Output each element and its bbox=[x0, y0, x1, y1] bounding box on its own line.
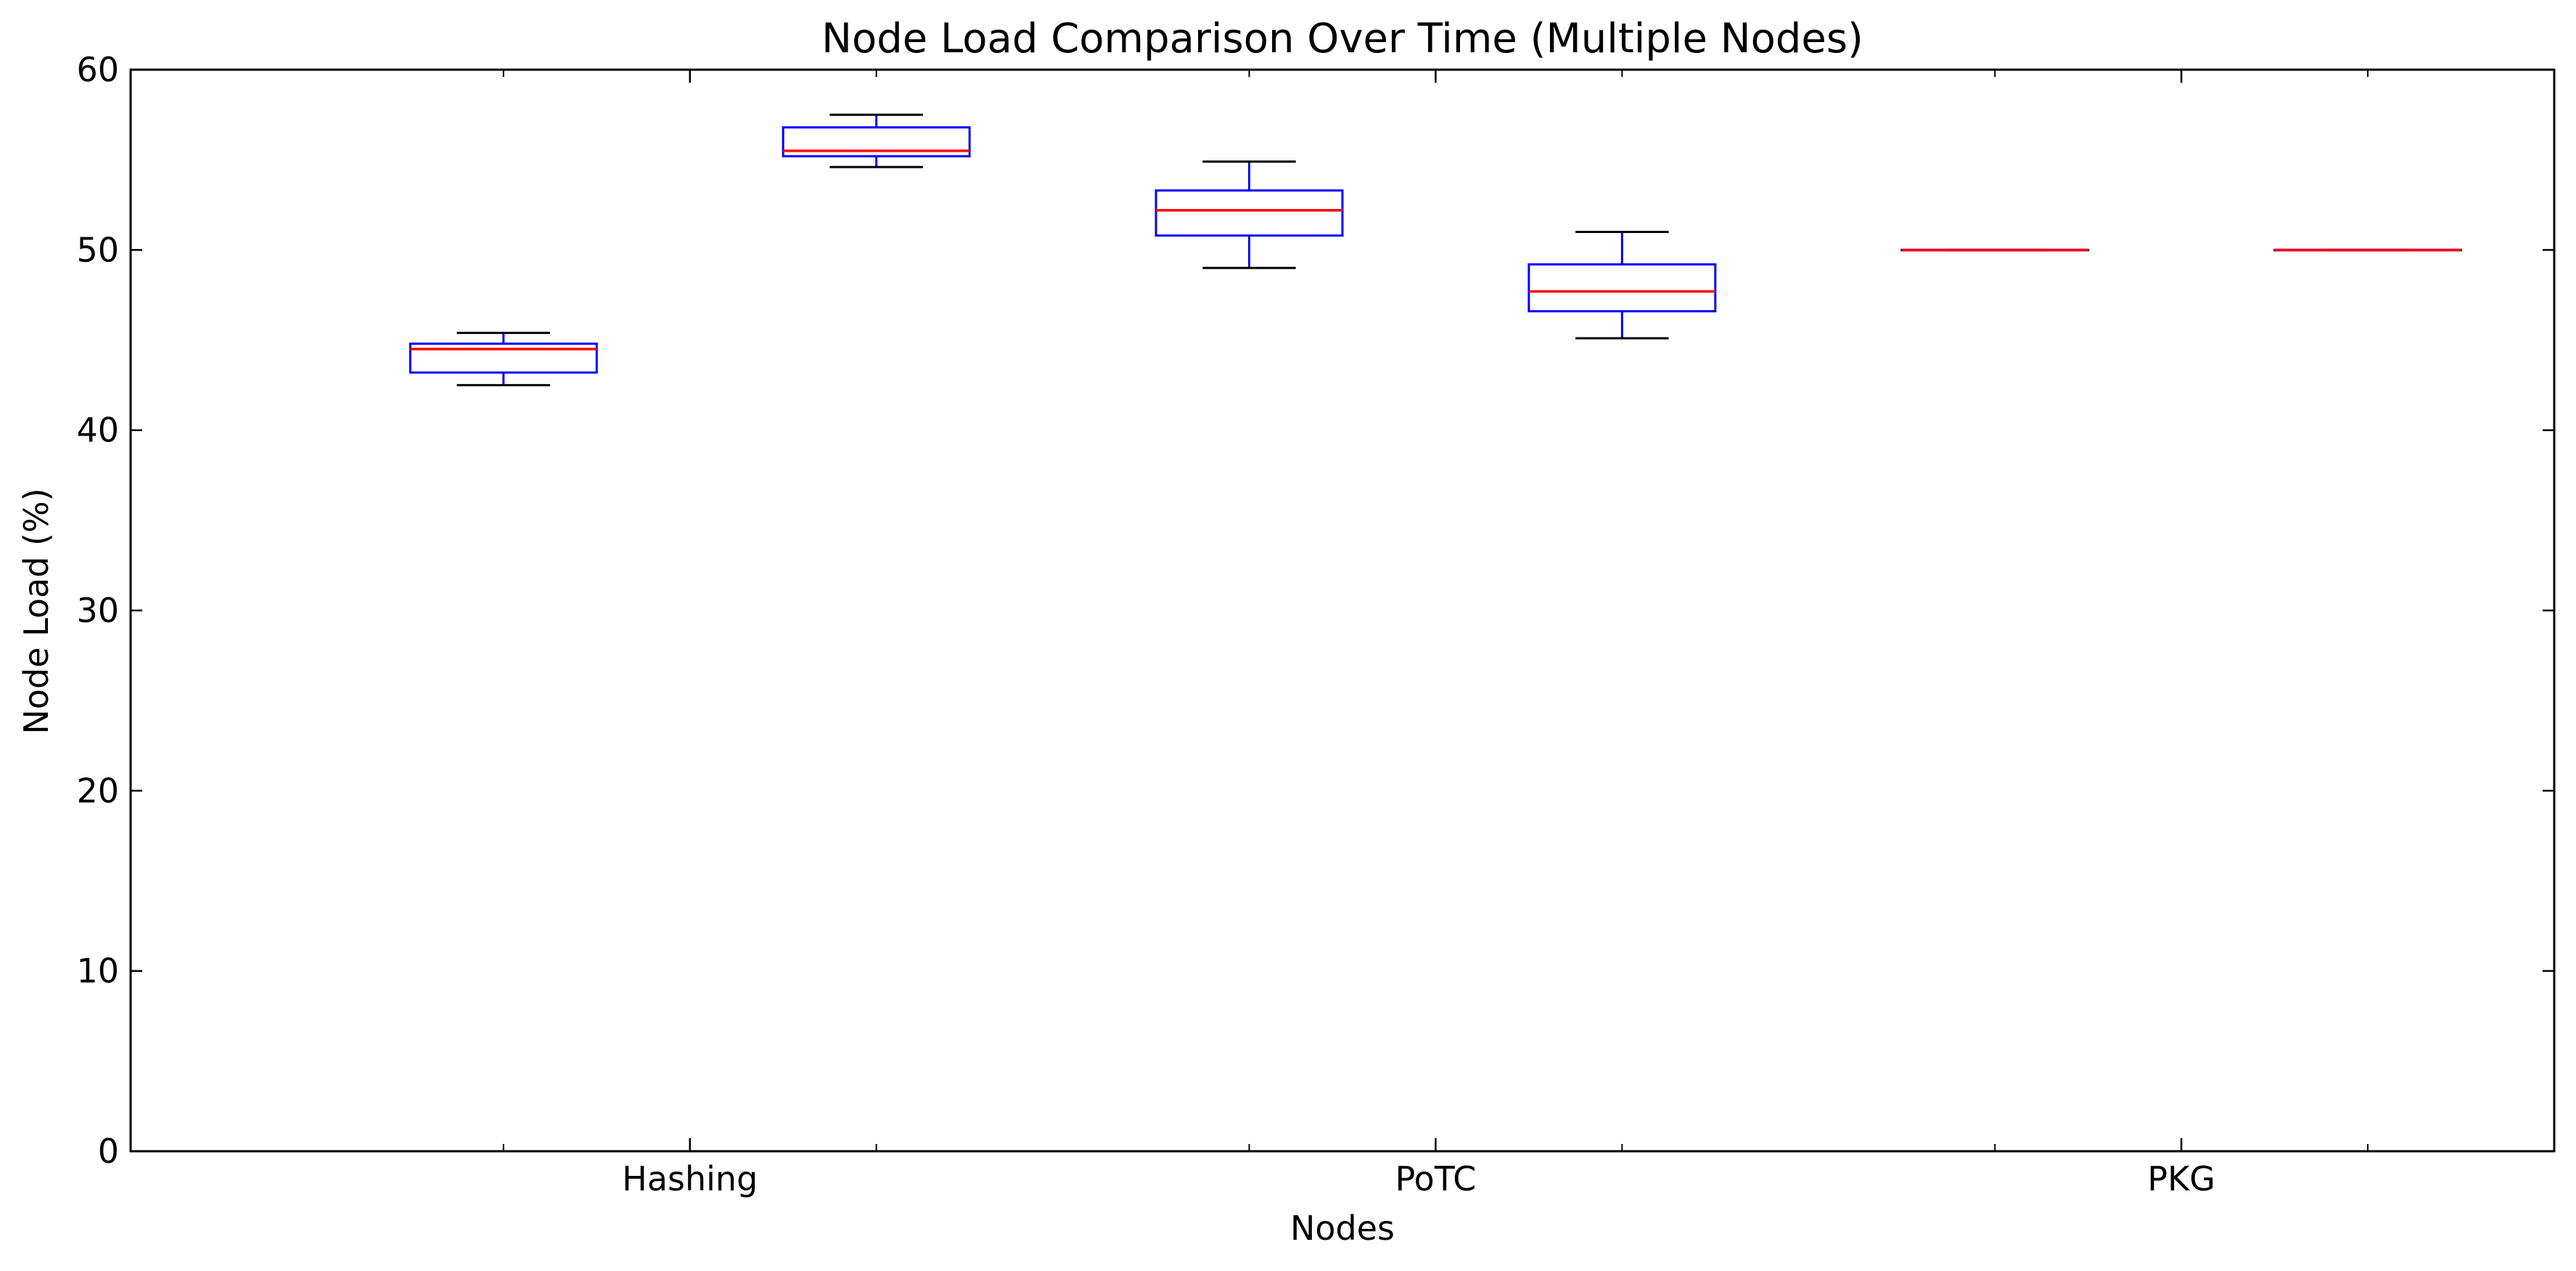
chart-title: Node Load Comparison Over Time (Multiple… bbox=[821, 15, 1863, 62]
x-tick-label: PoTC bbox=[1395, 1159, 1477, 1198]
box-iqr bbox=[409, 342, 598, 374]
y-tick-label: 10 bbox=[76, 952, 119, 991]
plot-area: 0 10 20 30 40 50 60 Hashing PoTC PKG bbox=[76, 50, 2556, 1198]
y-axis-label: Node Load (%) bbox=[17, 488, 56, 734]
y-tick-label: 30 bbox=[76, 591, 119, 630]
y-tick-label: 60 bbox=[76, 50, 119, 89]
x-axis-label: Nodes bbox=[1290, 1209, 1395, 1248]
y-tick-label: 20 bbox=[76, 771, 119, 810]
y-tick-label: 0 bbox=[98, 1132, 119, 1171]
x-tick-label: PKG bbox=[2147, 1159, 2215, 1198]
box-iqr bbox=[1154, 189, 1344, 237]
box-iqr bbox=[1527, 263, 1717, 313]
y-tick-label: 40 bbox=[76, 411, 119, 450]
y-tick-label: 50 bbox=[76, 230, 119, 269]
x-tick-label: Hashing bbox=[622, 1159, 758, 1198]
box-iqr bbox=[782, 126, 971, 158]
